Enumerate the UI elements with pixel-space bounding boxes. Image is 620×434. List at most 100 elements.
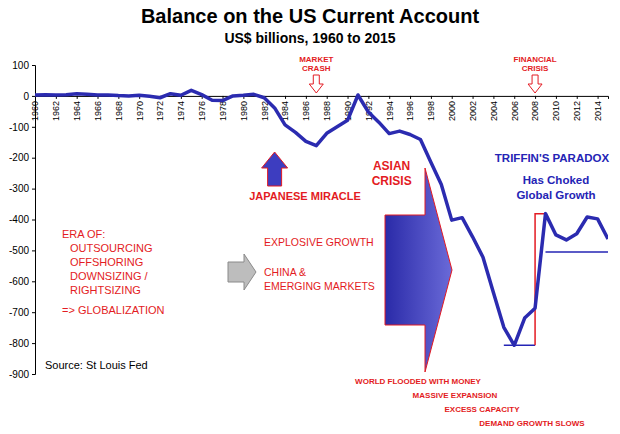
x-tick: 1960 <box>30 96 40 121</box>
trough-line <box>504 345 535 347</box>
x-tick-mark <box>389 96 390 99</box>
x-tick-label: 2000 <box>447 101 457 121</box>
y-tick: -300 <box>9 183 35 194</box>
x-tick-label: 2006 <box>510 101 520 121</box>
x-tick-label: 1970 <box>135 101 145 121</box>
x-tick-mark <box>431 96 432 99</box>
big-arrow <box>385 168 452 372</box>
x-tick-label: 2002 <box>468 101 478 121</box>
up-arrow <box>262 152 288 186</box>
annotation: DOWNSIZING / <box>70 270 149 282</box>
annotation: CHINA & <box>264 266 306 278</box>
y-tick-mark <box>32 374 35 375</box>
annotation: Has Choked <box>523 174 589 186</box>
y-tick-label: 0 <box>23 91 29 102</box>
y-tick-mark <box>32 250 35 251</box>
annotation: EMERGING MARKETS <box>264 280 375 292</box>
annotation: DEMAND GROWTH SLOWS <box>479 419 585 428</box>
x-tick-mark <box>493 96 494 99</box>
x-tick-mark <box>285 96 286 99</box>
x-tick-label: 2008 <box>530 101 540 121</box>
x-tick: 2012 <box>572 96 582 121</box>
x-tick-mark <box>77 96 78 99</box>
y-tick-mark <box>32 127 35 128</box>
annotation: => GLOBALIZATION <box>62 304 165 316</box>
y-tick-label: -600 <box>9 276 29 287</box>
annotation: FINANCIAL <box>514 55 557 64</box>
series-line <box>35 90 608 345</box>
x-tick-label: 1966 <box>93 101 103 121</box>
y-tick: -800 <box>9 338 35 349</box>
grey-arrow <box>228 254 256 290</box>
annotation: ASIAN <box>373 159 410 173</box>
annotation: OUTSOURCING <box>70 242 153 254</box>
source: Source: St Louis Fed <box>45 359 148 371</box>
y-tick-label: -700 <box>9 307 29 318</box>
x-tick-mark <box>598 96 599 99</box>
y-tick-mark <box>32 312 35 313</box>
y-tick-label: -900 <box>9 369 29 380</box>
subtitle: US$ billions, 1960 to 2015 <box>224 30 395 46</box>
x-tick-label: 1968 <box>114 101 124 121</box>
x-tick-label: 1998 <box>426 101 436 121</box>
annotation: RIGHTSIZING <box>70 284 141 296</box>
crisis-arrow <box>528 75 542 93</box>
y-tick-label: -500 <box>9 245 29 256</box>
x-tick-label: 1996 <box>405 101 415 121</box>
y-tick-mark <box>32 158 35 159</box>
x-tick: 1996 <box>405 96 415 121</box>
x-tick: 1970 <box>135 96 145 121</box>
x-tick-label: 1972 <box>155 101 165 121</box>
x-tick: 2006 <box>510 96 520 121</box>
x-tick: 1994 <box>385 96 395 121</box>
x-axis: 1960 1962 1964 1966 1968 1970 1972 1974 1976 1978… <box>30 96 608 121</box>
annotation: JAPANESE MIRACLE <box>249 190 361 202</box>
texts: Balance on the US Current AccountUS$ bil… <box>45 5 609 428</box>
y-tick-label: -100 <box>9 122 29 133</box>
annotation: ERA OF: <box>62 228 105 240</box>
annotation: EXCESS CAPACITY <box>445 405 521 414</box>
x-tick: 2000 <box>447 96 457 121</box>
annotation: CRASH <box>302 64 331 73</box>
y-tick: -100 <box>9 122 35 133</box>
x-tick: 1980 <box>239 96 249 121</box>
chart-container: -900-800-700-600-500-400-300-200-1000100… <box>0 0 620 434</box>
x-tick: 1962 <box>51 96 61 121</box>
chart-svg: -900-800-700-600-500-400-300-200-1000100… <box>0 0 620 434</box>
x-tick: 2008 <box>530 96 540 121</box>
x-tick-mark <box>473 96 474 99</box>
y-tick-label: -400 <box>9 214 29 225</box>
x-tick-mark <box>368 96 369 99</box>
y-tick: -400 <box>9 214 35 225</box>
x-tick-label: 1962 <box>51 101 61 121</box>
y-tick-mark <box>32 220 35 221</box>
x-tick-mark <box>306 96 307 99</box>
annotation: MARKET <box>299 55 333 64</box>
x-tick-mark <box>556 96 557 99</box>
x-tick: 1966 <box>93 96 103 121</box>
x-tick: 1986 <box>301 96 311 121</box>
x-tick-mark <box>348 96 349 99</box>
annotation: Global Growth <box>516 189 595 201</box>
x-tick: 1976 <box>197 96 207 121</box>
x-tick-label: 1960 <box>30 101 40 121</box>
x-tick-label: 2012 <box>572 101 582 121</box>
y-tick-mark <box>32 281 35 282</box>
annotation: MASSIVE EXPANSION <box>413 391 498 400</box>
annotation: WORLD FLOODED WITH MONEY <box>355 377 481 386</box>
plot-area <box>35 90 608 345</box>
x-tick: 1974 <box>176 96 186 121</box>
annotation: TRIFFIN'S PARADOX <box>495 152 610 164</box>
x-tick-label: 1980 <box>239 101 249 121</box>
floor-line <box>545 251 608 253</box>
x-tick: 2002 <box>468 96 478 121</box>
x-tick: 1964 <box>72 96 82 121</box>
y-tick-mark <box>32 343 35 344</box>
y-tick: -900 <box>9 369 35 380</box>
y-tick-label: -300 <box>9 183 29 194</box>
y-tick: -700 <box>9 307 35 318</box>
x-tick: 1988 <box>322 96 332 121</box>
x-tick-label: 1978 <box>218 101 228 121</box>
x-tick-mark <box>452 96 453 99</box>
x-tick-label: 1994 <box>385 101 395 121</box>
